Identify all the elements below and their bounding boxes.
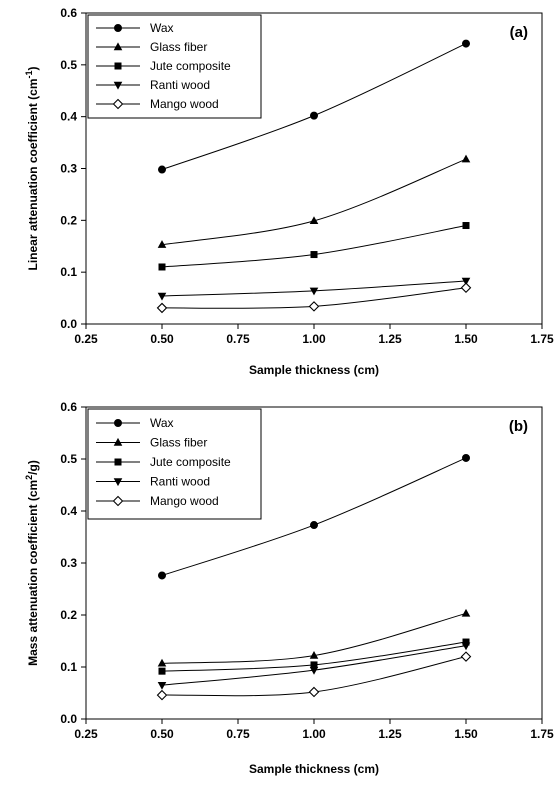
data-point-glass-fiber-2 xyxy=(461,608,471,617)
data-point-glass-fiber-1 xyxy=(309,216,319,225)
panel-label: (b) xyxy=(509,418,528,435)
series-line-glass-fiber xyxy=(161,158,467,246)
y-tick-label: 0.0 xyxy=(60,317,77,331)
x-tick-label: 1.00 xyxy=(302,332,326,346)
y-tick-label: 0.4 xyxy=(60,504,77,518)
x-axis-label: Sample thickness (cm) xyxy=(249,762,379,776)
legend-marker-jute-composite xyxy=(114,62,122,70)
data-point-mango-wood-2 xyxy=(460,282,472,293)
y-axis-label-main: Linear attenuation coefficient (cm xyxy=(26,78,40,270)
data-point-jute-composite-0 xyxy=(158,667,166,675)
legend-marker-ranti-wood xyxy=(113,478,123,487)
legend-label-jute-composite: Jute composite xyxy=(150,455,231,469)
data-point-jute-composite-1 xyxy=(310,661,318,669)
data-point-mango-wood-0 xyxy=(156,689,168,701)
data-point-wax-1 xyxy=(309,521,318,530)
x-tick-label: 0.50 xyxy=(150,727,174,741)
data-point-mango-wood-0 xyxy=(156,302,168,314)
y-tick-label: 0.3 xyxy=(60,162,77,176)
data-point-mango-wood-1 xyxy=(308,301,320,312)
legend-label-jute-composite: Jute composite xyxy=(150,59,231,73)
x-tick-label: 0.25 xyxy=(74,727,98,741)
legend-marker-mango-wood xyxy=(112,98,124,110)
data-point-ranti-wood-2 xyxy=(461,277,471,286)
y-axis-label-end: /g) xyxy=(26,460,40,475)
data-point-wax-2 xyxy=(461,453,470,462)
data-point-ranti-wood-0 xyxy=(157,292,167,301)
y-axis-label: Linear attenuation coefficient (cm-1) xyxy=(24,66,40,270)
y-tick-label: 0.5 xyxy=(60,452,77,466)
data-point-glass-fiber-0 xyxy=(157,240,167,248)
legend-marker-ranti-wood xyxy=(113,81,123,90)
y-tick-label: 0.4 xyxy=(60,110,77,124)
y-tick-label: 0.3 xyxy=(60,556,77,570)
y-tick-label: 0.5 xyxy=(60,58,77,72)
series-line-jute-composite xyxy=(161,225,467,268)
chart-panel-a: 0.25 0.50 0.75 1.00 1.25 1.50 1.75 0.0 0.1 0.2 0.3… xyxy=(24,6,554,377)
y-axis-label-superscript: 2 xyxy=(24,475,34,480)
x-tick-label: 0.75 xyxy=(226,332,250,346)
data-point-ranti-wood-1 xyxy=(309,666,319,675)
data-point-mango-wood-2 xyxy=(460,651,472,662)
y-tick-label: 0.1 xyxy=(60,265,77,279)
y-tick-label: 0.1 xyxy=(60,660,77,674)
data-point-ranti-wood-0 xyxy=(157,682,167,690)
x-tick-label: 1.25 xyxy=(378,332,402,346)
x-tick-label: 0.75 xyxy=(226,727,250,741)
y-axis-label-end: ) xyxy=(26,66,40,70)
x-tick-label: 1.75 xyxy=(530,332,554,346)
data-point-glass-fiber-0 xyxy=(157,658,167,667)
legend-label-mango-wood: Mango wood xyxy=(150,97,219,111)
legend-label-ranti-wood: Ranti wood xyxy=(150,475,210,489)
legend-marker-wax xyxy=(114,23,123,32)
data-point-mango-wood-1 xyxy=(308,686,320,698)
y-axis-label-main: Mass attenuation coefficient (cm xyxy=(26,480,40,666)
legend-label-wax: Wax xyxy=(150,21,174,35)
x-tick-label: 1.50 xyxy=(454,727,478,741)
y-axis-label: Mass attenuation coefficient (cm2/g) xyxy=(24,460,40,666)
panel-label: (a) xyxy=(510,24,528,41)
legend-label-glass-fiber: Glass fiber xyxy=(150,40,207,54)
y-tick-label: 0.2 xyxy=(60,213,77,227)
data-point-glass-fiber-2 xyxy=(461,154,471,163)
data-point-jute-composite-0 xyxy=(158,263,166,271)
data-point-jute-composite-2 xyxy=(462,638,470,646)
x-tick-label: 1.75 xyxy=(530,727,554,741)
legend-marker-glass-fiber xyxy=(113,42,123,51)
legend-label-wax: Wax xyxy=(150,416,174,430)
x-tick-label: 1.50 xyxy=(454,332,478,346)
legend-marker-mango-wood xyxy=(112,495,124,507)
x-axis-label: Sample thickness (cm) xyxy=(249,363,379,377)
chart-panel-b: 0.25 0.50 0.75 1.00 1.25 1.50 1.75 0.0 0.1 0.2 0.3… xyxy=(24,400,554,776)
y-tick-label: 0.6 xyxy=(60,6,77,20)
data-point-jute-composite-1 xyxy=(310,251,318,259)
legend-label-mango-wood: Mango wood xyxy=(150,494,219,508)
legend-marker-wax xyxy=(114,418,123,427)
y-tick-label: 0.2 xyxy=(60,608,77,622)
legend-marker-glass-fiber xyxy=(113,437,123,446)
legend-marker-jute-composite xyxy=(114,458,122,466)
y-tick-label: 0.0 xyxy=(60,712,77,726)
data-point-wax-0 xyxy=(157,571,166,580)
y-tick-label: 0.6 xyxy=(60,400,77,414)
y-axis-label-superscript: -1 xyxy=(24,70,34,78)
x-tick-label: 0.25 xyxy=(74,332,98,346)
x-tick-label: 1.25 xyxy=(378,727,402,741)
x-tick-label: 0.50 xyxy=(150,332,174,346)
data-point-jute-composite-2 xyxy=(462,222,470,230)
data-point-wax-2 xyxy=(461,39,470,48)
data-point-wax-1 xyxy=(309,111,318,120)
data-point-ranti-wood-1 xyxy=(309,287,319,296)
data-point-wax-0 xyxy=(157,165,166,174)
x-tick-label: 1.00 xyxy=(302,727,326,741)
legend-label-ranti-wood: Ranti wood xyxy=(150,78,210,92)
data-point-glass-fiber-1 xyxy=(309,650,319,659)
data-point-ranti-wood-2 xyxy=(461,642,471,651)
legend-label-glass-fiber: Glass fiber xyxy=(150,436,207,450)
